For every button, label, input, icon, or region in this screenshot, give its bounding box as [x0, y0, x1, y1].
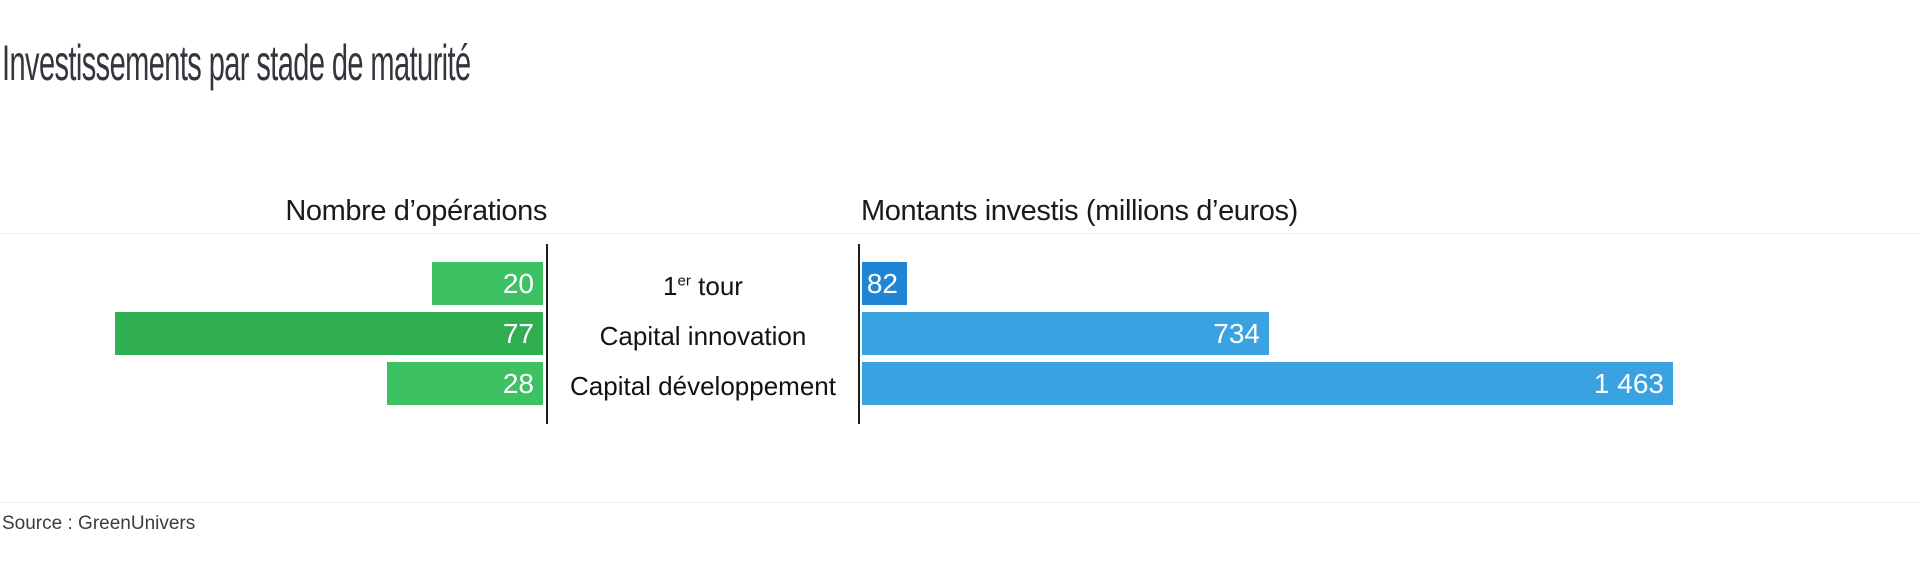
amount-value-label: 1 463 [1593, 367, 1664, 399]
operations-value-label: 20 [502, 267, 534, 299]
amount-value-label: 734 [1213, 317, 1260, 349]
bottom-divider-line [0, 502, 1920, 503]
category-label: 1er tour [663, 271, 743, 301]
operations-bar: 28 [387, 362, 543, 405]
amount-bar: 734 [862, 312, 1269, 355]
category-label: Capital développement [570, 371, 836, 401]
operations-value-label: 28 [502, 367, 534, 399]
operations-bar: 20 [432, 262, 543, 305]
left-axis-line [546, 244, 548, 424]
operations-value-label: 77 [502, 317, 534, 349]
amount-bar: 82 [862, 262, 907, 305]
operations-bar: 77 [115, 312, 543, 355]
top-divider-line [0, 233, 1920, 234]
category-superscript: er [677, 272, 691, 290]
left-panel-header: Nombre d’opérations [285, 195, 547, 227]
chart-title: Investissements par stade de maturité [2, 35, 471, 91]
right-axis-line [858, 244, 860, 424]
amount-bar: 1 463 [862, 362, 1673, 405]
right-panel-header: Montants investis (millions d’euros) [861, 195, 1298, 227]
category-label: Capital innovation [599, 321, 807, 351]
source-note: Source : GreenUnivers [2, 513, 196, 534]
amount-value-label: 82 [866, 267, 898, 299]
